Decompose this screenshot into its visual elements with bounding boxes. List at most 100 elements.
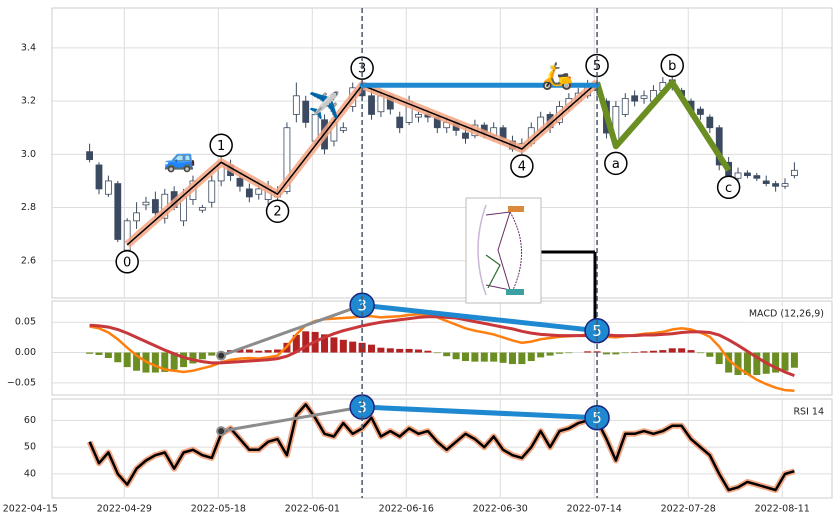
legend-label: RSI 14: [793, 407, 824, 418]
histogram-bar: [424, 350, 432, 353]
wave-label: 3: [357, 399, 367, 417]
histogram-bar: [133, 352, 141, 371]
y-tick-label: 3.2: [21, 96, 36, 107]
histogram-bar: [330, 337, 338, 353]
candle-body: [772, 183, 780, 187]
wave-marker: [660, 53, 684, 78]
histogram-bar: [405, 348, 413, 353]
histogram-bar: [443, 352, 451, 357]
histogram-bar: [706, 352, 714, 357]
candle-body: [753, 175, 761, 179]
line: [88, 403, 795, 492]
histogram-bar: [508, 352, 516, 365]
candle-body: [744, 172, 751, 177]
histogram-bar: [302, 331, 310, 353]
trend-dot: [216, 350, 227, 361]
divergence-line: [359, 302, 600, 334]
histogram-bar: [584, 351, 592, 353]
histogram-bar: [170, 352, 178, 370]
x-tick-label: 2022-04-29: [97, 504, 152, 515]
histogram-bar: [95, 352, 103, 355]
candle-body: [302, 100, 310, 123]
histogram-bar: [546, 352, 554, 356]
wave-label: 1: [217, 139, 225, 154]
histogram-bar: [593, 351, 601, 353]
candle-body: [415, 114, 422, 118]
x-tick-label: 2022-04-15: [3, 504, 58, 515]
candle-body: [339, 127, 347, 131]
candle-body: [236, 177, 244, 187]
y-tick-label: 3.0: [21, 149, 36, 160]
panel: [51, 7, 833, 299]
histogram-bar: [565, 352, 573, 354]
icon: ✈️: [308, 89, 340, 121]
histogram-bar: [86, 352, 94, 354]
histogram-bar: [189, 352, 197, 364]
histogram-bar: [236, 349, 244, 353]
y-tick-label: 60: [24, 415, 36, 426]
histogram-bar: [339, 339, 347, 353]
trend-dot: [216, 426, 227, 437]
histogram-bar: [518, 352, 526, 365]
histogram-bar: [245, 349, 253, 353]
y-tick-label: 0.00: [15, 347, 36, 358]
histogram-bar: [687, 350, 695, 353]
histogram-bar: [104, 352, 112, 359]
histogram-bar: [640, 351, 648, 353]
histogram-bar: [631, 351, 639, 353]
y-tick-label: 2.6: [21, 255, 36, 266]
histogram-bar: [725, 352, 733, 373]
candle-body: [95, 164, 103, 190]
y-tick-label: −0.05: [7, 377, 36, 388]
histogram-bar: [555, 352, 563, 354]
wave-marker: [604, 151, 628, 176]
wave-marker: [209, 133, 233, 158]
thumbnail-curve: [485, 211, 511, 291]
wave-label: a: [612, 157, 620, 172]
correction-line: [594, 79, 732, 172]
thumbnail-curve: [477, 204, 487, 296]
candle-body: [781, 183, 789, 187]
histogram-bar: [790, 352, 798, 368]
histogram-bar: [123, 352, 131, 368]
candle-body: [283, 127, 291, 192]
wave-label: 2: [273, 205, 281, 220]
macd-line: [89, 313, 795, 393]
candle-body: [86, 151, 93, 161]
histogram-bar: [715, 352, 723, 365]
histogram-bar: [349, 341, 357, 353]
x-tick-label: 2022-07-28: [661, 504, 716, 515]
histogram-bar: [781, 352, 789, 371]
candle-body: [377, 95, 385, 113]
histogram-bar: [452, 352, 460, 360]
histogram-bar: [490, 352, 498, 362]
histogram-bar: [602, 352, 610, 355]
candle-body: [114, 183, 122, 240]
histogram-bar: [734, 352, 742, 375]
wave-label: b: [668, 59, 676, 74]
histogram-bar: [386, 348, 394, 353]
y-tick-label: 0.05: [15, 317, 36, 328]
candle-body: [142, 201, 150, 206]
candle-body: [640, 95, 648, 99]
histogram-bar: [499, 352, 507, 363]
histogram-bar: [668, 348, 676, 353]
legend-box: [744, 306, 828, 322]
icon: 🛵: [541, 62, 573, 92]
histogram-bar: [377, 347, 385, 353]
signal-line: [89, 315, 795, 378]
candle-body: [292, 95, 300, 115]
histogram-bar: [649, 350, 657, 353]
histogram-bar: [161, 352, 169, 372]
divergence-line: [359, 404, 600, 421]
wave-label: 0: [123, 255, 131, 270]
histogram-bar: [753, 352, 761, 375]
wave-marker: [265, 199, 290, 223]
histogram-bar: [480, 352, 488, 362]
wave-label: 4: [518, 160, 526, 175]
histogram-bar: [292, 334, 300, 353]
thumbnail-icon: [508, 206, 524, 212]
x-tick-label: 2022-07-14: [567, 504, 622, 515]
thumbnail: [465, 197, 597, 324]
histogram-bar: [461, 352, 469, 362]
